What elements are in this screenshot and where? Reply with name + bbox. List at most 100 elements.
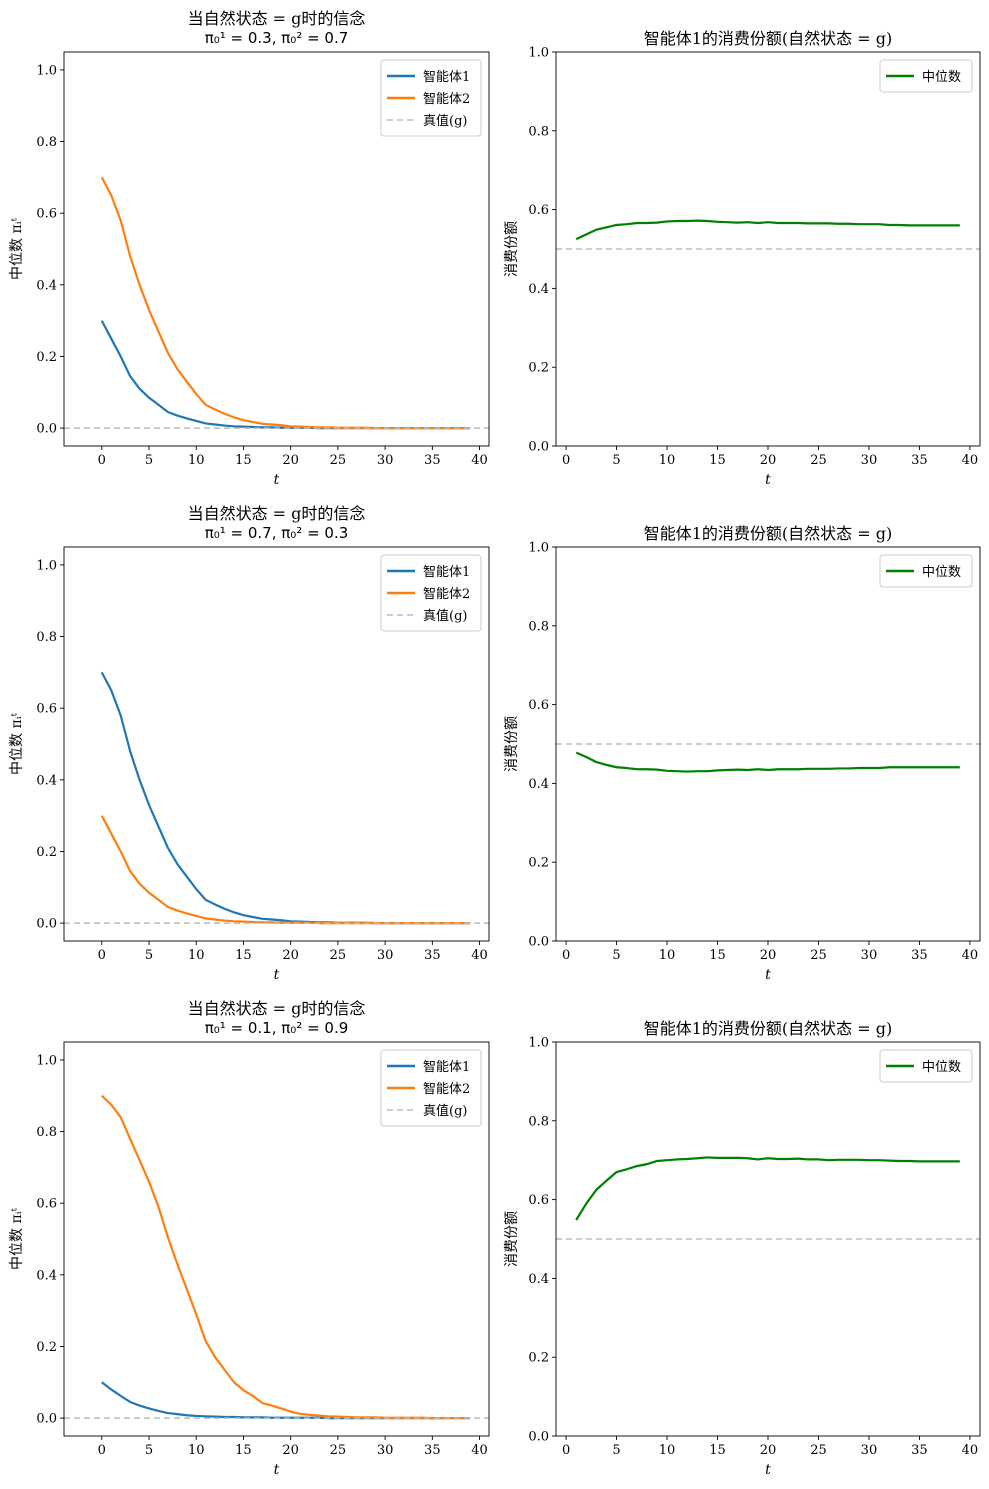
- legend-label: 真值(g): [423, 608, 467, 624]
- x-tick-label: 5: [145, 1443, 153, 1458]
- x-tick-label: 10: [188, 453, 205, 468]
- x-tick-label: 40: [471, 453, 488, 468]
- legend: 智能体1 智能体2 真值(g): [380, 1049, 482, 1127]
- x-tick-label: 15: [235, 453, 252, 468]
- series-line-2: [101, 1094, 471, 1420]
- y-tick-label: 1.0: [36, 558, 57, 573]
- x-tick-label: 40: [962, 453, 979, 468]
- y-tick-label: 0.6: [36, 702, 57, 717]
- legend-box: [879, 1049, 973, 1083]
- legend-box: [380, 59, 482, 137]
- x-tick-label: 25: [330, 1443, 347, 1458]
- x-tick-label: 30: [377, 453, 394, 468]
- x-tick-label: 25: [810, 453, 827, 468]
- plot-area: [556, 743, 980, 773]
- x-tick-label: 40: [471, 1443, 488, 1458]
- chart-panel-3: 0 5 10 15 20 25 30 35 40 0.0 0.2 0.4 0.6 0.8 1.0 t 中位数 π…: [9, 504, 490, 983]
- x-tick-label: 35: [424, 948, 441, 963]
- y-axis-label: 中位数 πᵢᵗ: [9, 217, 25, 279]
- y-axis-label: 中位数 πᵢᵗ: [9, 712, 25, 774]
- y-tick-label: 0.4: [528, 1272, 549, 1287]
- y-tick-label: 0.4: [528, 777, 549, 792]
- x-tick-label: 25: [810, 948, 827, 963]
- plot-area: [64, 671, 489, 925]
- x-tick-label: 0: [562, 948, 570, 963]
- x-tick-label: 15: [709, 1443, 726, 1458]
- y-tick-label: 1.0: [36, 1053, 57, 1068]
- x-tick-label: 25: [330, 948, 347, 963]
- y-tick-label: 1.0: [528, 541, 549, 556]
- series-line-2: [100, 815, 471, 925]
- x-tick-label: 20: [282, 948, 299, 963]
- x-tick-label: 40: [962, 948, 979, 963]
- axes-frame: [63, 1041, 490, 1437]
- y-tick-label: 0.8: [36, 630, 57, 645]
- x-tick-label: 5: [612, 948, 620, 963]
- y-tick-label: 0.0: [528, 935, 549, 950]
- plot-area: [64, 1094, 489, 1420]
- y-tick-label: 0.4: [36, 278, 57, 293]
- x-tick-label: 20: [282, 453, 299, 468]
- y-tick-label: 0.8: [528, 1114, 549, 1129]
- x-tick-label: 0: [98, 453, 106, 468]
- y-tick-label: 0.2: [36, 845, 57, 860]
- x-tick-label: 30: [377, 948, 394, 963]
- chart-panel-5: 0 5 10 15 20 25 30 35 40 0.0 0.2 0.4 0.6 0.8 1.0 t 中位数 π…: [9, 999, 490, 1478]
- plot-area: [64, 176, 489, 430]
- chart-title: 当自然状态 = g时的信念: [188, 504, 366, 523]
- legend-label: 智能体2: [423, 587, 470, 602]
- plot-area: [556, 1156, 980, 1240]
- legend-label: 智能体1: [423, 70, 470, 85]
- y-axis-label: 消费份额: [504, 221, 520, 277]
- x-tick-label: 0: [98, 948, 106, 963]
- plot-area: [556, 219, 980, 250]
- y-tick-label: 0.6: [528, 698, 549, 713]
- x-axis-label: t: [765, 1462, 771, 1478]
- legend: 智能体1 智能体2 真值(g): [380, 554, 482, 632]
- x-tick-label: 15: [235, 948, 252, 963]
- x-tick-label: 10: [188, 948, 205, 963]
- series-line-1: [100, 671, 471, 925]
- y-tick-label: 0.4: [36, 1268, 57, 1283]
- legend-label: 真值(g): [423, 1103, 467, 1119]
- x-axis-label: t: [274, 967, 280, 983]
- x-tick-label: 15: [709, 948, 726, 963]
- chart-panel-6: 0 5 10 15 20 25 30 35 40 0.0 0.2 0.4 0.6 0.8 1.0 t 消费份额 智…: [504, 1019, 981, 1478]
- chart-panel-2: 0 5 10 15 20 25 30 35 40 0.0 0.2 0.4 0.6 0.8 1.0 t 消费份额 智…: [504, 29, 981, 488]
- y-tick-label: 0.6: [36, 207, 57, 222]
- y-tick-label: 0.2: [36, 1340, 57, 1355]
- chart-subtitle: π₀¹ = 0.7, π₀² = 0.3: [205, 524, 349, 542]
- y-tick-label: 0.4: [528, 282, 549, 297]
- x-tick-label: 10: [659, 1443, 676, 1458]
- x-tick-label: 15: [709, 453, 726, 468]
- x-tick-label: 35: [911, 1443, 928, 1458]
- x-tick-label: 20: [760, 453, 777, 468]
- y-tick-label: 0.8: [528, 619, 549, 634]
- legend-box: [380, 554, 482, 632]
- x-axis-label: t: [274, 1462, 280, 1478]
- y-axis-label: 中位数 πᵢᵗ: [9, 1207, 25, 1269]
- x-tick-label: 10: [659, 948, 676, 963]
- legend-box: [879, 59, 973, 93]
- chart-subtitle: π₀¹ = 0.3, π₀² = 0.7: [205, 29, 349, 47]
- series-line-2: [100, 176, 471, 430]
- chart-title: 智能体1的消费份额(自然状态 = g): [644, 524, 893, 543]
- x-tick-label: 30: [377, 1443, 394, 1458]
- x-tick-label: 5: [145, 453, 153, 468]
- y-tick-label: 0.2: [528, 856, 549, 871]
- x-tick-label: 30: [861, 453, 878, 468]
- x-tick-label: 15: [235, 1443, 252, 1458]
- legend: 中位数: [879, 1049, 973, 1083]
- x-tick-label: 5: [145, 948, 153, 963]
- y-tick-label: 0.4: [36, 773, 57, 788]
- x-tick-label: 5: [612, 1443, 620, 1458]
- y-axis-label: 消费份额: [504, 1211, 520, 1267]
- y-tick-label: 0.0: [36, 917, 57, 932]
- y-tick-label: 0.2: [36, 350, 57, 365]
- chart-title: 当自然状态 = g时的信念: [188, 9, 366, 28]
- legend-label: 中位数: [922, 565, 961, 580]
- legend: 智能体1 智能体2 真值(g): [380, 59, 482, 137]
- legend-label: 中位数: [922, 1060, 961, 1075]
- series-line-1: [100, 320, 471, 430]
